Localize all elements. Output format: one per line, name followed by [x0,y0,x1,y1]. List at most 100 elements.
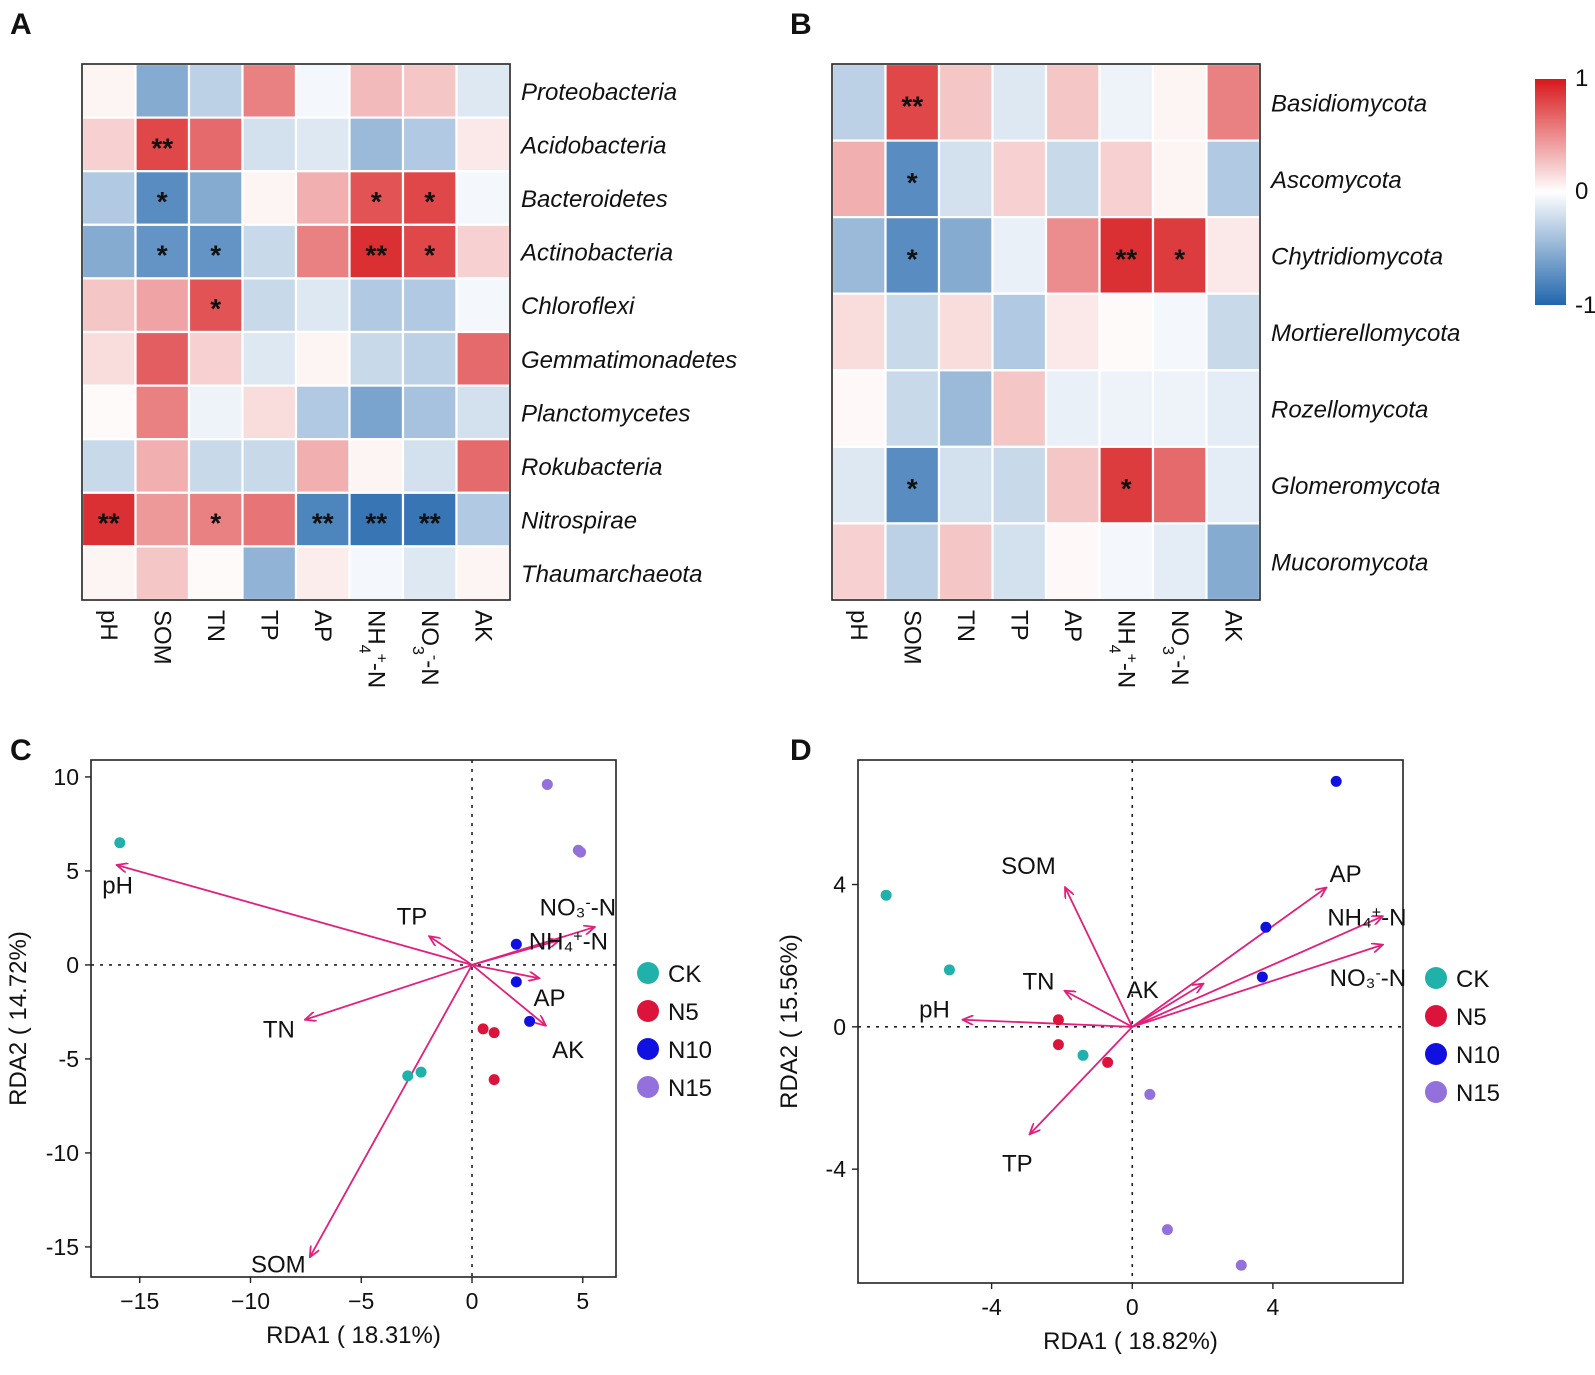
heatmap-cell-glomeromycota-ak [1205,445,1262,525]
heatmap-fungi: **** ** ** *BasidiomycotaAscomycotaChytridi… [830,62,1460,688]
row-label-glomeromycota: Glomeromycota [1271,473,1440,500]
point-n10 [1260,921,1272,933]
panel-label-d: D [790,734,812,767]
heatmap-cell-planctomycetes-som [134,384,191,441]
heatmap-cell-acidobacteria-no3-n [401,116,458,173]
heatmap-cell-rozellomycota-tn [937,369,994,448]
heatmap-cell-chloroflexi-som [134,277,191,334]
rda-plot-fungi: -4 0 4 4 0 -4 RDA1 ( 18.82%) RDA2 ( 15.56%) SOM T… [776,759,1500,1355]
heatmap-cell-ascomycota-tn [937,139,994,219]
y-axis-title: RDA2 ( 14.72%) [5,931,32,1106]
y-tick-label: 0 [833,1014,846,1040]
arrow-tp [430,937,473,966]
heatmap-cell-chloroflexi-ak [455,277,512,334]
legend-marker-n5 [1425,1005,1447,1027]
point-n5 [1102,1056,1114,1068]
heatmap-cell-rokubacteria-ph [80,438,137,494]
heatmap-cell-rokubacteria-som [134,438,191,494]
heatmap-cell-chytridiomycota-ap [1044,216,1101,295]
point-n15 [1144,1088,1156,1100]
x-tick-label: −10 [231,1288,270,1314]
heatmap-cell-rozellomycota-som [884,369,941,448]
panel-label-b: B [790,8,812,41]
row-label-mortierellomycota: Mortierellomycota [1271,320,1460,347]
y-tick-label: 10 [53,764,79,790]
point-ck [943,964,955,976]
legend-marker-n15 [637,1076,659,1098]
col-label-nh4-n: NH4+-N [1106,610,1140,688]
heatmap-cell-chloroflexi-ap [294,277,351,334]
row-label-actinobacteria: Actinobacteria [519,240,673,267]
heatmap-cell-ascomycota-tp [991,139,1048,219]
heatmap-cell-mortierellomycota-nh4-n [1098,292,1155,372]
heatmap-cell-mortierellomycota-ph [830,292,887,372]
point-ck [114,837,126,849]
arrow-label-som: SOM [1001,853,1056,880]
heatmap-cell-basidiomycota-tn [937,62,994,142]
significance-mark: * [907,473,918,504]
heatmap-cell-gemmatimonadetes-ph [80,330,137,387]
heatmap-cell-chloroflexi-ph [80,277,137,334]
col-label-tn: TN [952,610,979,642]
heatmap-cell-proteobacteria-ap [294,62,351,119]
panel-label-a: A [10,8,32,41]
heatmap-cell-proteobacteria-tn [187,62,244,119]
heatmap-cell-nitrospirae-tp [241,491,298,548]
heatmap-cell-thaumarchaeota-tp [241,545,298,602]
colorbar-mid-label: 0 [1575,178,1588,205]
col-label-nh4-n: NH4+-N [356,610,390,688]
x-tick-label: 4 [1267,1294,1280,1320]
heatmap-cell-gemmatimonadetes-nh4-n [348,330,405,387]
legend-marker-ck [637,962,659,984]
heatmap-cell-actinobacteria-ap [294,223,351,280]
point-ck [415,1066,427,1078]
arrow-ap [471,964,538,978]
heatmap-cell-actinobacteria-ak [455,223,512,280]
heatmap-cell-planctomycetes-ph [80,384,137,441]
significance-mark: ** [365,240,387,271]
legend-label-ck: CK [1456,966,1489,993]
heatmap-cell-mucoromycota-tp [991,522,1048,602]
heatmap-cell-bacteroidetes-ph [80,170,137,226]
arrow-label-tn: TN [1022,968,1054,995]
legend-label-n10: N10 [668,1037,712,1064]
col-label-no3-n: NO3--N [1159,610,1193,686]
heatmap-cell-mucoromycota-ap [1044,522,1101,602]
heatmap-cell-chloroflexi-tp [241,277,298,334]
heatmap-cell-acidobacteria-ak [455,116,512,173]
heatmap-cell-basidiomycota-ph [830,62,887,142]
arrow-tn [306,964,473,1020]
heatmap-cell-rokubacteria-ap [294,438,351,494]
heatmap-cell-planctomycetes-ap [294,384,351,441]
arrow-label-ak: AK [1127,977,1159,1004]
heatmap-cell-thaumarchaeota-no3-n [401,545,458,602]
heatmap-cell-rokubacteria-no3-n [401,438,458,494]
heatmap-cell-bacteroidetes-ak [455,170,512,226]
significance-mark: * [210,240,221,271]
heatmap-cell-ascomycota-no3-n [1151,139,1208,219]
legend-label-n5: N5 [668,999,699,1026]
col-label-ak: AK [469,610,496,642]
legend-label-n5: N5 [1456,1004,1487,1031]
heatmap-cell-proteobacteria-som [134,62,191,119]
y-tick-label: -15 [46,1234,79,1260]
arrow-ak [1131,984,1202,1028]
heatmap-cell-basidiomycota-ak [1205,62,1262,142]
heatmap-cell-gemmatimonadetes-tn [187,330,244,387]
heatmap-cell-nitrospirae-ak [455,491,512,548]
heatmap-cell-chytridiomycota-tn [937,216,994,295]
heatmap-cell-mortierellomycota-ak [1205,292,1262,372]
heatmap-cell-rokubacteria-nh4-n [348,438,405,494]
col-label-som: SOM [898,610,925,665]
arrow-ap [1131,888,1325,1028]
arrow-tp [1030,1026,1133,1134]
arrow-label-tp: TP [1002,1151,1033,1178]
arrow-label-ak: AK [552,1037,584,1064]
point-n10 [510,976,522,988]
col-label-ak: AK [1219,610,1246,642]
heatmap-cell-acidobacteria-nh4-n [348,116,405,173]
arrow-label-nh4-n: NH₄+-N [1327,904,1406,932]
arrow-label-nh4-n: NH₄+-N [529,928,608,956]
arrow-ph [963,1020,1133,1028]
y-tick-label: -5 [59,1046,79,1072]
